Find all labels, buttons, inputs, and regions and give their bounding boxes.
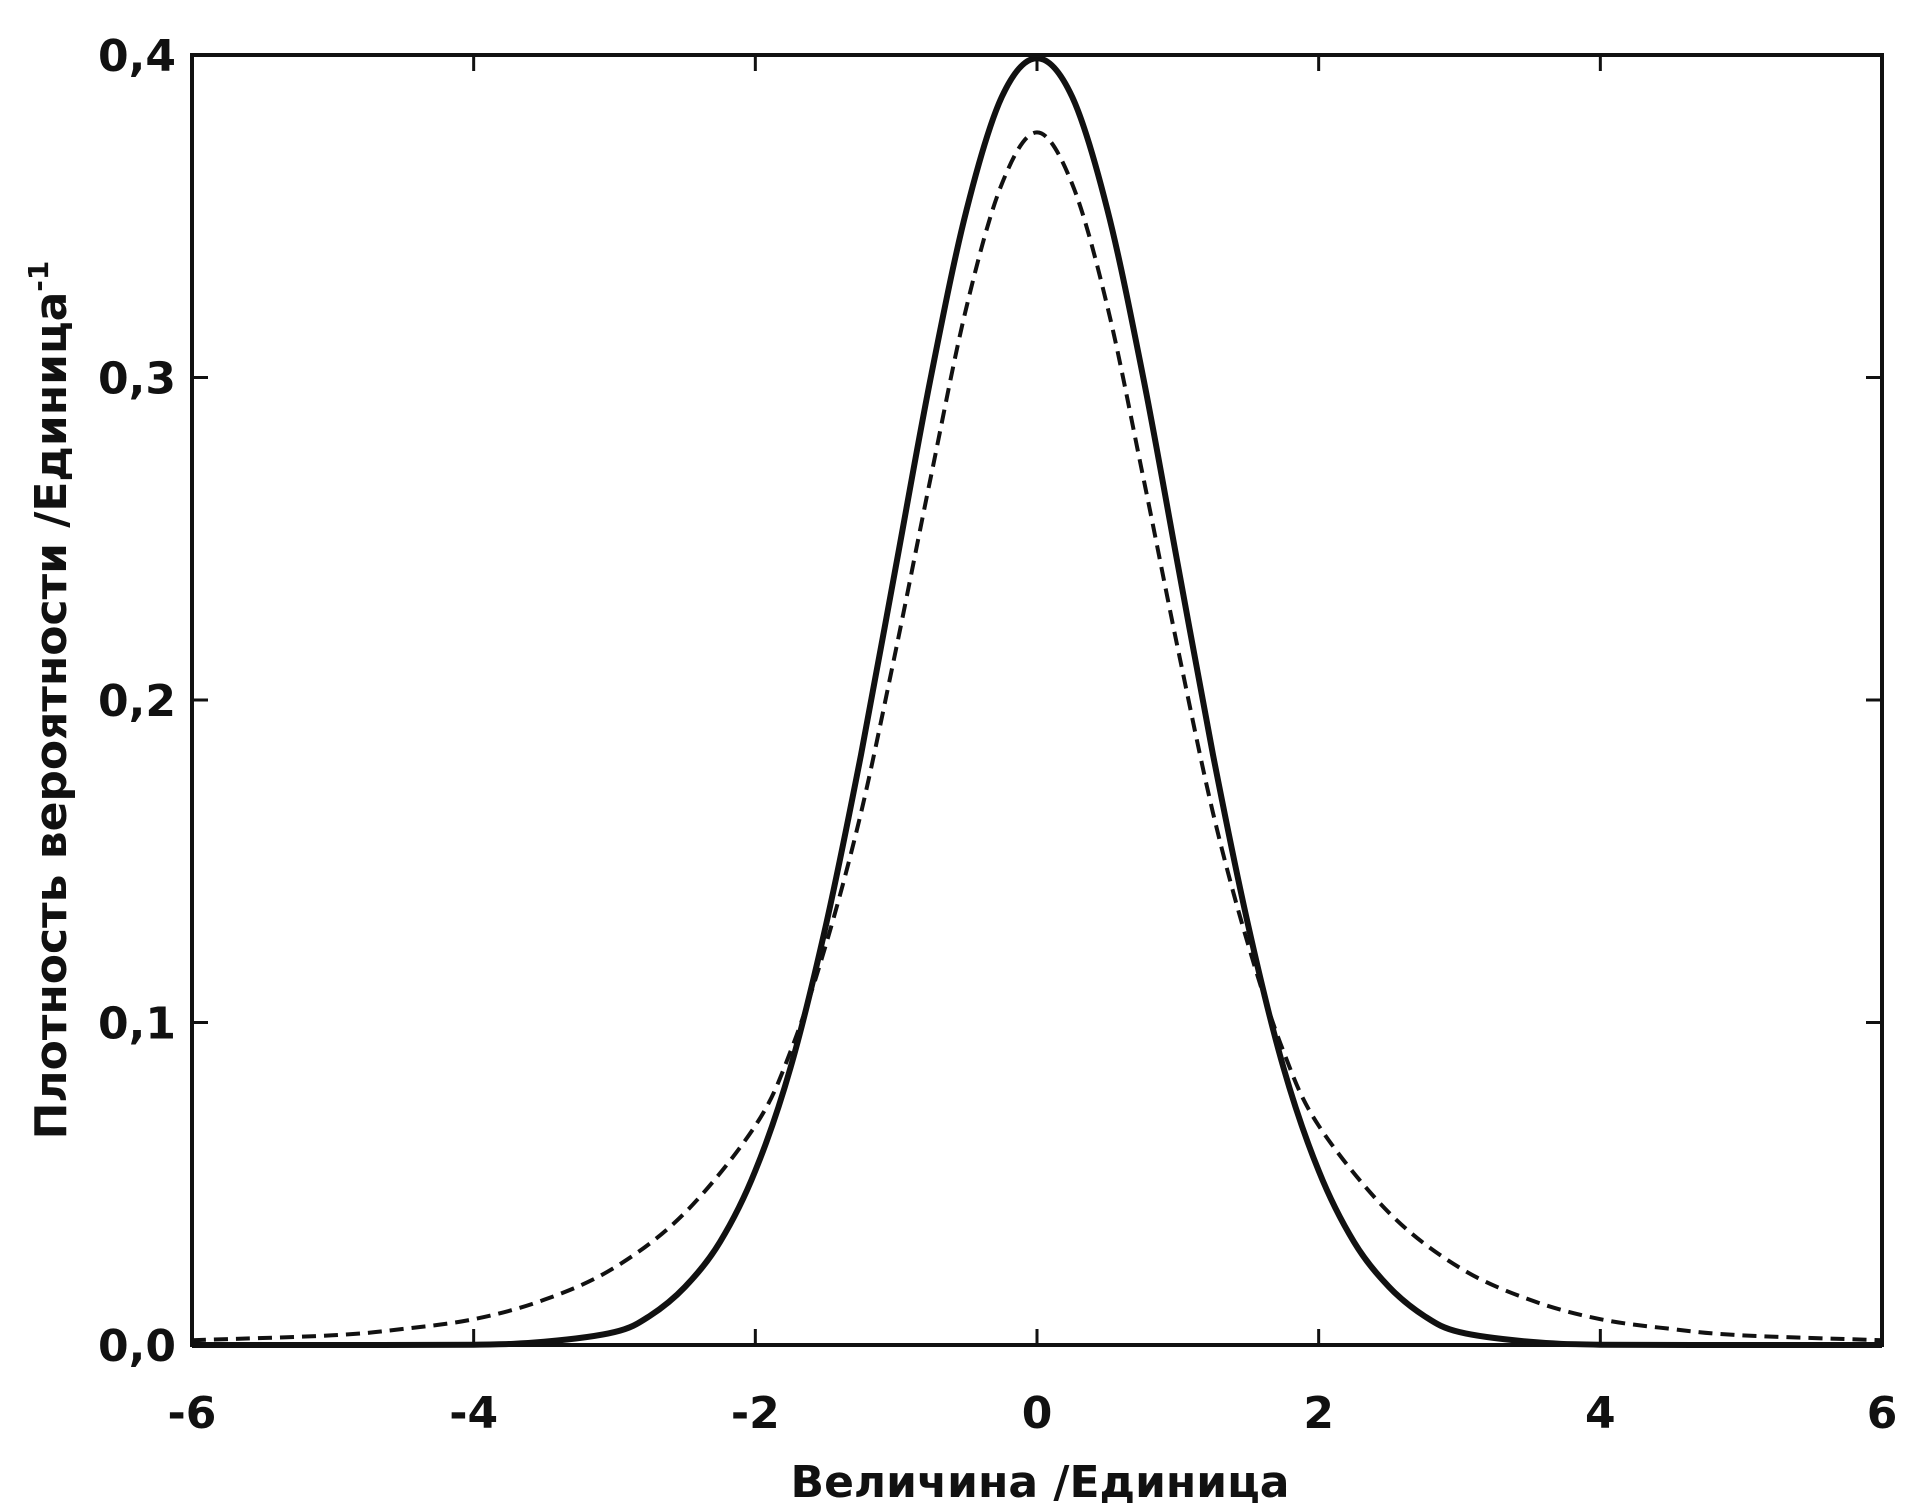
y-tick-label: 0,3 (98, 354, 176, 405)
y-axis-title-superscript: -1 (22, 261, 55, 292)
axis-ticks (190, 53, 1884, 1347)
x-tick-label: 0 (1022, 1388, 1053, 1439)
svg-text:Плотность вероятности /Единица: Плотность вероятности /Единица-1 (22, 261, 77, 1140)
y-axis-title: Плотность вероятности /Единица (26, 292, 77, 1140)
x-axis-title: Величина /Единица (791, 1457, 1290, 1505)
y-axis-title-group: Плотность вероятности /Единица-1 (22, 261, 77, 1140)
dashed-series-line (191, 130, 1883, 1343)
x-tick-label: 2 (1303, 1388, 1334, 1439)
x-tick-label: -6 (168, 1388, 217, 1439)
y-tick-label: 0,1 (98, 999, 176, 1050)
x-tick-label: -4 (449, 1388, 498, 1439)
plot-area-frame (190, 53, 1884, 1347)
x-tick-label: 4 (1585, 1388, 1616, 1439)
series-layer (191, 55, 1883, 1349)
y-tick-labels: 0,0 0,1 0,2 0,3 0,4 (98, 31, 176, 1372)
x-tick-label: 6 (1867, 1388, 1898, 1439)
solid-series-line (191, 55, 1883, 1349)
y-tick-label: 0,4 (98, 31, 176, 82)
y-tick-label: 0,2 (98, 676, 176, 727)
y-tick-label: 0,0 (98, 1321, 176, 1372)
x-tick-labels: -6 -4 -2 0 2 4 6 (168, 1388, 1898, 1439)
x-tick-label: -2 (731, 1388, 780, 1439)
